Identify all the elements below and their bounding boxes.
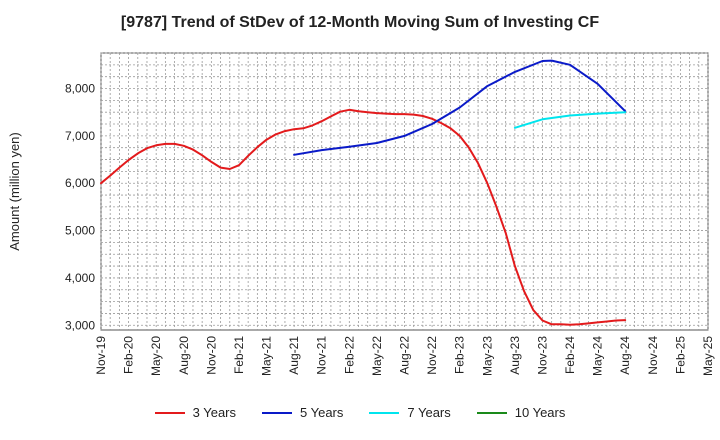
legend-swatch-5-years xyxy=(262,411,292,414)
series-line-7-years xyxy=(513,111,627,129)
x-tick-label: Feb-21 xyxy=(232,336,246,374)
legend-item-3-years: 3 Years xyxy=(154,405,236,420)
chart-title: [9787] Trend of StDev of 12-Month Moving… xyxy=(120,14,600,31)
x-tick-label: Feb-25 xyxy=(673,336,687,374)
x-tick-label: Aug-20 xyxy=(177,336,191,375)
x-tick-label: Feb-23 xyxy=(453,336,467,374)
x-tick-label: Nov-20 xyxy=(204,336,218,375)
y-tick-label: 4,000 xyxy=(65,271,95,285)
legend-item-10-years: 10 Years xyxy=(476,405,566,420)
x-tick-label: Feb-22 xyxy=(342,336,356,374)
legend-swatch-10-years xyxy=(476,411,507,414)
legend: 3 Years 5 Years 7 Years 10 Years xyxy=(0,405,720,420)
x-tick-label: Nov-23 xyxy=(535,336,549,375)
x-tick-label: May-23 xyxy=(480,336,494,376)
legend-label-3-years: 3 Years xyxy=(192,405,236,420)
y-tick-label: 5,000 xyxy=(65,224,95,238)
x-tick-label: May-25 xyxy=(701,336,715,376)
legend-swatch-7-years xyxy=(369,411,400,414)
x-tick-label: Nov-22 xyxy=(425,336,439,375)
series-line-3-years xyxy=(100,108,627,326)
x-tick-label: Nov-19 xyxy=(94,336,108,375)
x-tick-label: Feb-20 xyxy=(122,336,136,374)
y-axis-label: Amount (million yen) xyxy=(7,132,22,251)
y-tick-label: 7,000 xyxy=(65,129,95,143)
plot-frame xyxy=(100,52,709,331)
y-tick-label: 8,000 xyxy=(65,82,95,96)
x-tick-label: Feb-24 xyxy=(563,336,577,374)
legend-item-7-years: 7 Years xyxy=(369,405,451,420)
x-tick-label: Nov-21 xyxy=(315,336,329,375)
legend-label-5-years: 5 Years xyxy=(300,405,344,420)
x-tick-label: May-21 xyxy=(260,336,274,376)
x-tick-label: May-24 xyxy=(591,336,605,376)
legend-swatch-3-years xyxy=(154,411,185,414)
x-tick-label: May-20 xyxy=(149,336,163,376)
x-tick-label: Aug-23 xyxy=(508,336,522,375)
legend-label-10-years: 10 Years xyxy=(514,405,566,420)
series-line-5-years xyxy=(293,59,627,156)
legend-label-7-years: 7 Years xyxy=(407,405,451,420)
x-tick-label: May-22 xyxy=(370,336,384,376)
x-tick-label: Aug-22 xyxy=(398,336,412,375)
x-tick-label: Nov-24 xyxy=(646,336,660,375)
y-tick-label: 3,000 xyxy=(65,318,95,332)
x-tick-label: Aug-24 xyxy=(618,336,632,375)
legend-item-5-years: 5 Years xyxy=(262,405,343,420)
y-tick-label: 6,000 xyxy=(65,176,95,190)
x-tick-label: Aug-21 xyxy=(287,336,301,375)
